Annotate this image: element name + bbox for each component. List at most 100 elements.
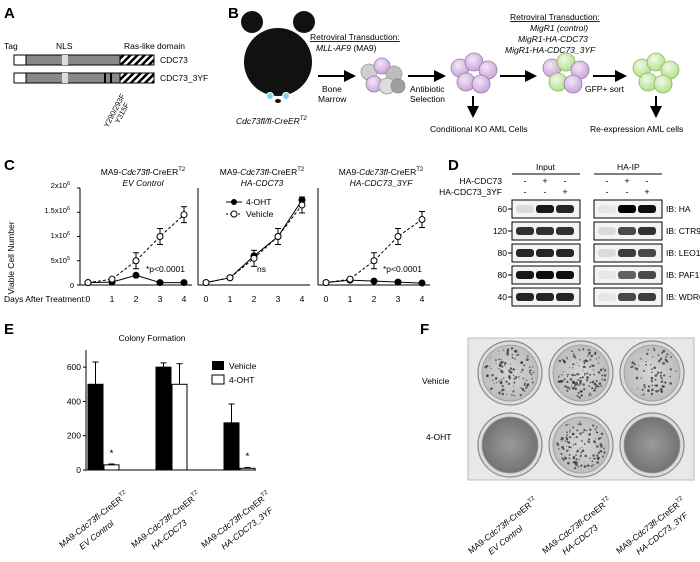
f-colony-1-1-14 xyxy=(590,465,593,468)
gfp-sort-label: GFP+ sort xyxy=(585,84,625,94)
f-colony-0-0-42 xyxy=(524,384,527,387)
c-point-2-vehicle-1 xyxy=(346,275,354,283)
f-colony-0-2-2 xyxy=(640,377,643,379)
svg-text:MA9-Cdc73fl-CreERT2: MA9-Cdc73fl-CreERT2 xyxy=(339,167,424,177)
f-dish-1-0 xyxy=(481,416,539,474)
retro2-line-2: MigR1-HA-CDC73 xyxy=(518,34,588,44)
d-band-0-1-2 xyxy=(638,205,656,213)
f-colony-1-1-82 xyxy=(583,428,586,432)
f-colony-0-0-18 xyxy=(523,383,525,385)
f-colony-0-1-113 xyxy=(561,374,563,376)
f-colony-0-1-105 xyxy=(581,376,584,379)
f-colony-0-2-78 xyxy=(643,386,646,389)
panel-f-letter: F xyxy=(420,321,429,338)
f-colony-0-1-24 xyxy=(571,373,574,377)
f-colony-0-1-27 xyxy=(574,357,577,359)
f-colony-1-1-8 xyxy=(561,457,564,460)
f-colony-0-2-56 xyxy=(643,393,645,395)
f-colony-1-1-73 xyxy=(574,437,576,439)
f-colony-0-0-44 xyxy=(492,379,494,381)
c-point-0-vehicle-3 xyxy=(156,233,164,240)
f-colony-1-1-101 xyxy=(591,460,594,462)
f-colony-0-2-50 xyxy=(640,394,642,396)
f-colony-1-1-27 xyxy=(572,457,575,460)
f-colony-1-1-71 xyxy=(579,432,582,435)
f-colony-1-1-17 xyxy=(589,457,591,460)
f-colony-0-2-48 xyxy=(661,378,663,380)
f-colony-1-1-64 xyxy=(600,450,603,453)
f-colony-1-1-26 xyxy=(558,448,560,450)
c-xtick-2-4: 4 xyxy=(420,294,425,304)
f-colony-0-1-127 xyxy=(567,373,570,376)
e-ytick-0: 0 xyxy=(76,465,81,475)
f-colony-0-0-72 xyxy=(506,348,510,352)
f-colony-0-0-21 xyxy=(514,358,516,360)
c-point-2-vehicle-3 xyxy=(394,233,402,240)
ras-domain-label: Ras-like domain xyxy=(124,41,185,51)
f-dish-1-2 xyxy=(623,416,681,474)
f-colony-0-1-17 xyxy=(586,355,589,357)
f-colony-0-1-1 xyxy=(590,394,593,396)
f-colony-0-0-54 xyxy=(501,365,504,368)
c-ytick-3: 1.5x106 xyxy=(44,206,70,215)
f-colony-1-1-4 xyxy=(591,424,595,427)
f-colony-0-0-58 xyxy=(486,374,489,378)
f-colony-0-2-6 xyxy=(641,358,643,360)
f-colony-0-1-107 xyxy=(576,373,579,376)
f-colony-1-1-83 xyxy=(583,443,586,445)
f-colony-0-0-11 xyxy=(495,359,497,362)
d-ib-3: IB: PAF1 xyxy=(666,270,700,280)
f-colony-0-1-28 xyxy=(582,383,585,386)
f-colony-0-1-25 xyxy=(579,359,581,361)
f-colony-1-1-116 xyxy=(565,436,568,439)
d-band-0-0-2 xyxy=(556,205,574,213)
f-colony-0-2-23 xyxy=(647,348,649,351)
f-colony-1-1-52 xyxy=(568,445,571,449)
f-colony-1-1-66 xyxy=(600,436,602,439)
f-colony-0-1-38 xyxy=(584,374,586,376)
d-row2-label: HA-CDC73_3YF xyxy=(439,187,502,197)
f-colony-0-2-34 xyxy=(658,359,661,363)
f-colony-1-1-108 xyxy=(573,460,577,464)
f-colony-1-1-45 xyxy=(588,433,591,436)
f-colony-0-1-123 xyxy=(591,387,594,390)
f-colony-0-1-19 xyxy=(557,376,560,378)
f-colony-1-1-18 xyxy=(567,441,571,444)
f-colony-0-1-33 xyxy=(589,358,592,361)
f-row-vehicle: Vehicle xyxy=(422,376,450,386)
construct-cdc73-3yf-label: CDC73_3YF xyxy=(160,73,208,83)
f-colony-1-1-65 xyxy=(600,445,603,448)
f-colony-0-1-89 xyxy=(589,351,591,354)
panel-f: F Vehicle 4-OHT MA9-Cdc73fl-CreERT2 EV C… xyxy=(420,321,695,557)
panel-d-letter: D xyxy=(448,157,459,174)
c-stat-0: *p<0.0001 xyxy=(146,264,185,274)
f-colony-0-1-98 xyxy=(582,369,584,371)
f-colony-1-1-105 xyxy=(566,440,569,443)
f-colony-0-1-116 xyxy=(568,387,571,390)
f-colony-1-1-97 xyxy=(575,463,578,467)
f-colony-0-0-7 xyxy=(513,377,516,380)
f-colony-1-1-35 xyxy=(597,456,600,460)
f-colony-1-1-117 xyxy=(562,447,564,449)
f-colony-0-0-43 xyxy=(517,376,520,378)
panel-b-letter: B xyxy=(228,5,239,22)
svg-text:HA-CDC73_3YF: HA-CDC73_3YF xyxy=(350,178,414,188)
c-point-1-vehicle-1 xyxy=(226,274,234,282)
f-colony-1-1-21 xyxy=(569,429,571,431)
d-band-1-1-0 xyxy=(598,227,616,235)
f-colony-0-1-61 xyxy=(569,366,571,368)
c-ytick-0: 0 xyxy=(70,281,74,290)
f-colony-0-1-121 xyxy=(572,363,575,366)
antibiotic-label-2: Selection xyxy=(410,94,445,104)
f-colony-0-1-77 xyxy=(603,369,607,372)
f-colony-1-1-75 xyxy=(578,421,581,423)
f-colony-0-1-50 xyxy=(562,371,565,373)
d-sign-r2-0-2: + xyxy=(562,187,567,197)
f-colony-0-0-92 xyxy=(513,395,516,397)
f-colony-0-0-110 xyxy=(510,347,514,350)
d-sign-r2-1-2: + xyxy=(644,187,649,197)
f-colony-1-1-87 xyxy=(556,442,559,445)
c-ylabel: Viable Cell Number xyxy=(6,221,16,294)
f-colony-0-0-33 xyxy=(489,387,493,391)
